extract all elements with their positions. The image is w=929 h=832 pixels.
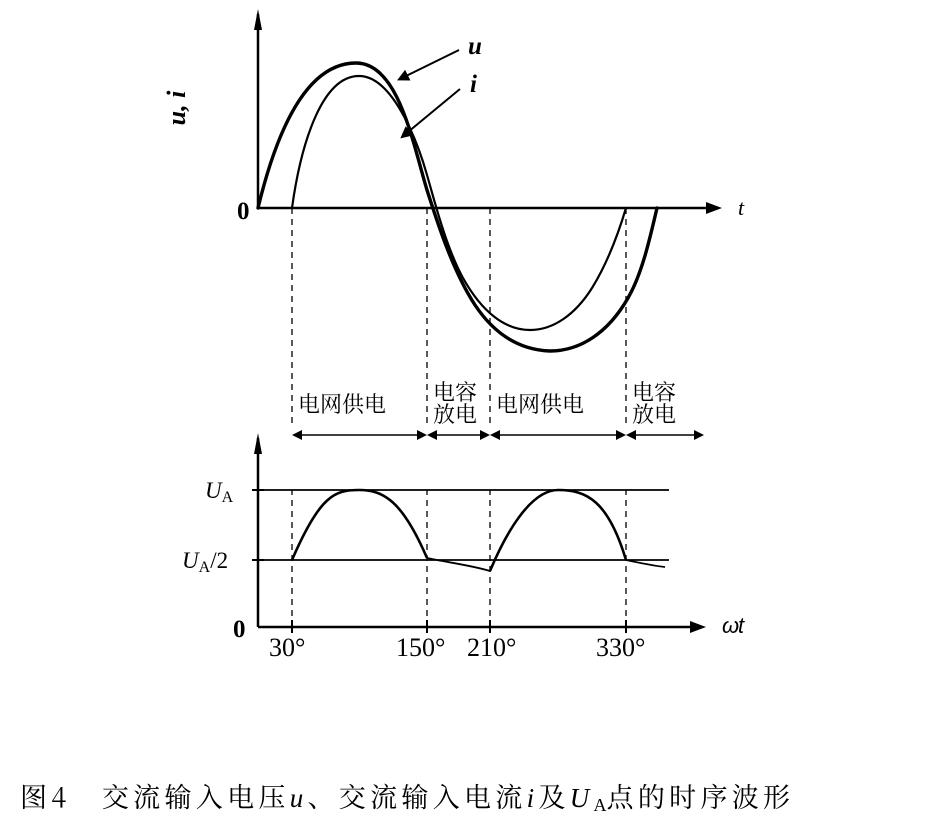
svg-text:t: t: [738, 195, 745, 220]
svg-text:u: u: [468, 33, 482, 60]
svg-text:210°: 210°: [467, 633, 516, 662]
svg-text:ω: ω: [722, 613, 739, 638]
svg-text:0: 0: [233, 616, 246, 643]
svg-text:330°: 330°: [596, 633, 645, 662]
svg-text:u, i: u, i: [162, 90, 191, 125]
svg-text:放电: 放电: [632, 398, 676, 429]
svg-text:电网供电: 电网供电: [298, 388, 386, 419]
svg-text:t: t: [738, 613, 745, 638]
svg-text:i: i: [470, 71, 477, 98]
svg-text:电网供电: 电网供电: [496, 388, 584, 419]
svg-text:150°: 150°: [396, 633, 445, 662]
svg-text:放电: 放电: [433, 398, 477, 429]
svg-text:30°: 30°: [269, 633, 305, 662]
svg-text:0: 0: [237, 198, 250, 225]
svg-text:图4 交流输入电压u、交流输入电流i及UA点的时序波形: 图4 交流输入电压u、交流输入电流i及UA点的时序波形: [20, 776, 794, 815]
